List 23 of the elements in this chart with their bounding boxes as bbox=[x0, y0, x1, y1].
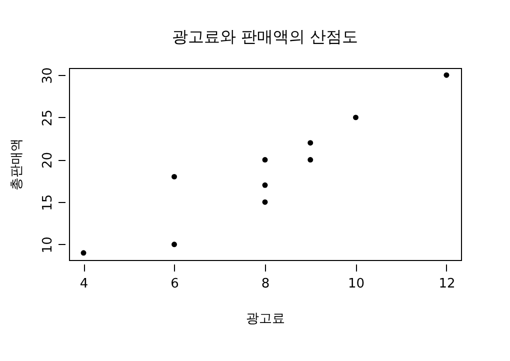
point bbox=[262, 157, 268, 162]
point bbox=[172, 174, 177, 180]
point bbox=[262, 182, 268, 188]
x-tick-label: 6 bbox=[170, 276, 179, 292]
x-axis-title: 광고료 bbox=[246, 312, 285, 326]
x-tick-label: 10 bbox=[348, 276, 365, 292]
y-tick-label: 20 bbox=[40, 152, 56, 169]
y-tick-label: 15 bbox=[40, 194, 56, 211]
y-tick-label: 25 bbox=[40, 110, 56, 126]
x-tick-label: 12 bbox=[438, 276, 456, 292]
point bbox=[308, 157, 314, 162]
y-tick-label: 10 bbox=[40, 236, 56, 254]
point bbox=[444, 72, 450, 78]
chart-title: 광고료와 판매액의 산점도 bbox=[172, 26, 358, 46]
point bbox=[353, 114, 358, 120]
point bbox=[80, 250, 86, 256]
point bbox=[172, 242, 177, 248]
x-tick-label: 4 bbox=[80, 276, 88, 292]
x-tick-label: 8 bbox=[261, 276, 270, 292]
point bbox=[262, 199, 268, 205]
point bbox=[308, 140, 314, 146]
y-tick-label: 30 bbox=[40, 67, 56, 84]
y-axis-title: 총판매액 bbox=[10, 138, 24, 190]
